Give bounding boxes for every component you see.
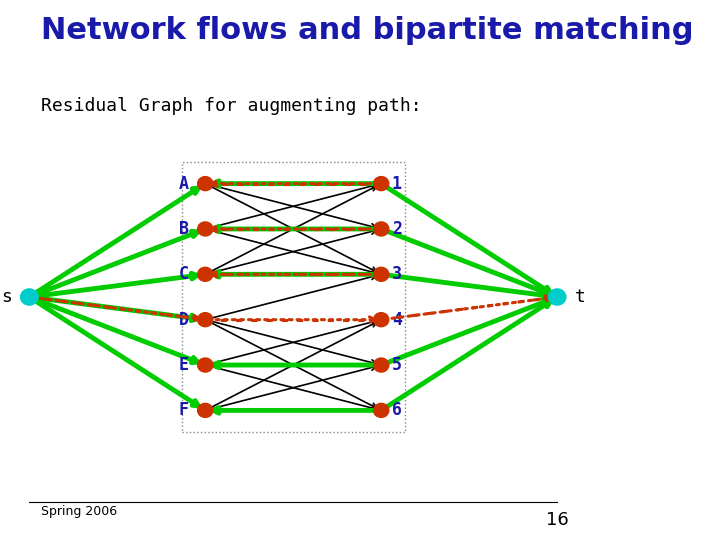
Text: 1: 1 [392, 174, 402, 193]
Circle shape [21, 289, 38, 305]
Circle shape [197, 358, 213, 372]
Text: t: t [575, 288, 585, 306]
Circle shape [374, 222, 389, 236]
Text: 3: 3 [392, 265, 402, 284]
Circle shape [374, 267, 389, 281]
Text: C: C [179, 265, 189, 284]
Text: 16: 16 [546, 511, 569, 529]
Circle shape [197, 267, 213, 281]
Text: D: D [179, 310, 189, 329]
Text: s: s [1, 288, 12, 306]
Text: 4: 4 [392, 310, 402, 329]
Circle shape [197, 222, 213, 236]
Text: 6: 6 [392, 401, 402, 420]
Circle shape [374, 403, 389, 417]
Text: Residual Graph for augmenting path:: Residual Graph for augmenting path: [41, 97, 422, 115]
Text: 5: 5 [392, 356, 402, 374]
Text: A: A [179, 174, 189, 193]
Text: E: E [179, 356, 189, 374]
Text: 2: 2 [392, 220, 402, 238]
Text: Spring 2006: Spring 2006 [41, 505, 117, 518]
Circle shape [374, 358, 389, 372]
Circle shape [374, 313, 389, 327]
Circle shape [549, 289, 566, 305]
Circle shape [197, 403, 213, 417]
Text: F: F [179, 401, 189, 420]
Circle shape [197, 313, 213, 327]
Text: Network flows and bipartite matching: Network flows and bipartite matching [41, 16, 693, 45]
Circle shape [374, 177, 389, 191]
Text: B: B [179, 220, 189, 238]
Circle shape [197, 177, 213, 191]
